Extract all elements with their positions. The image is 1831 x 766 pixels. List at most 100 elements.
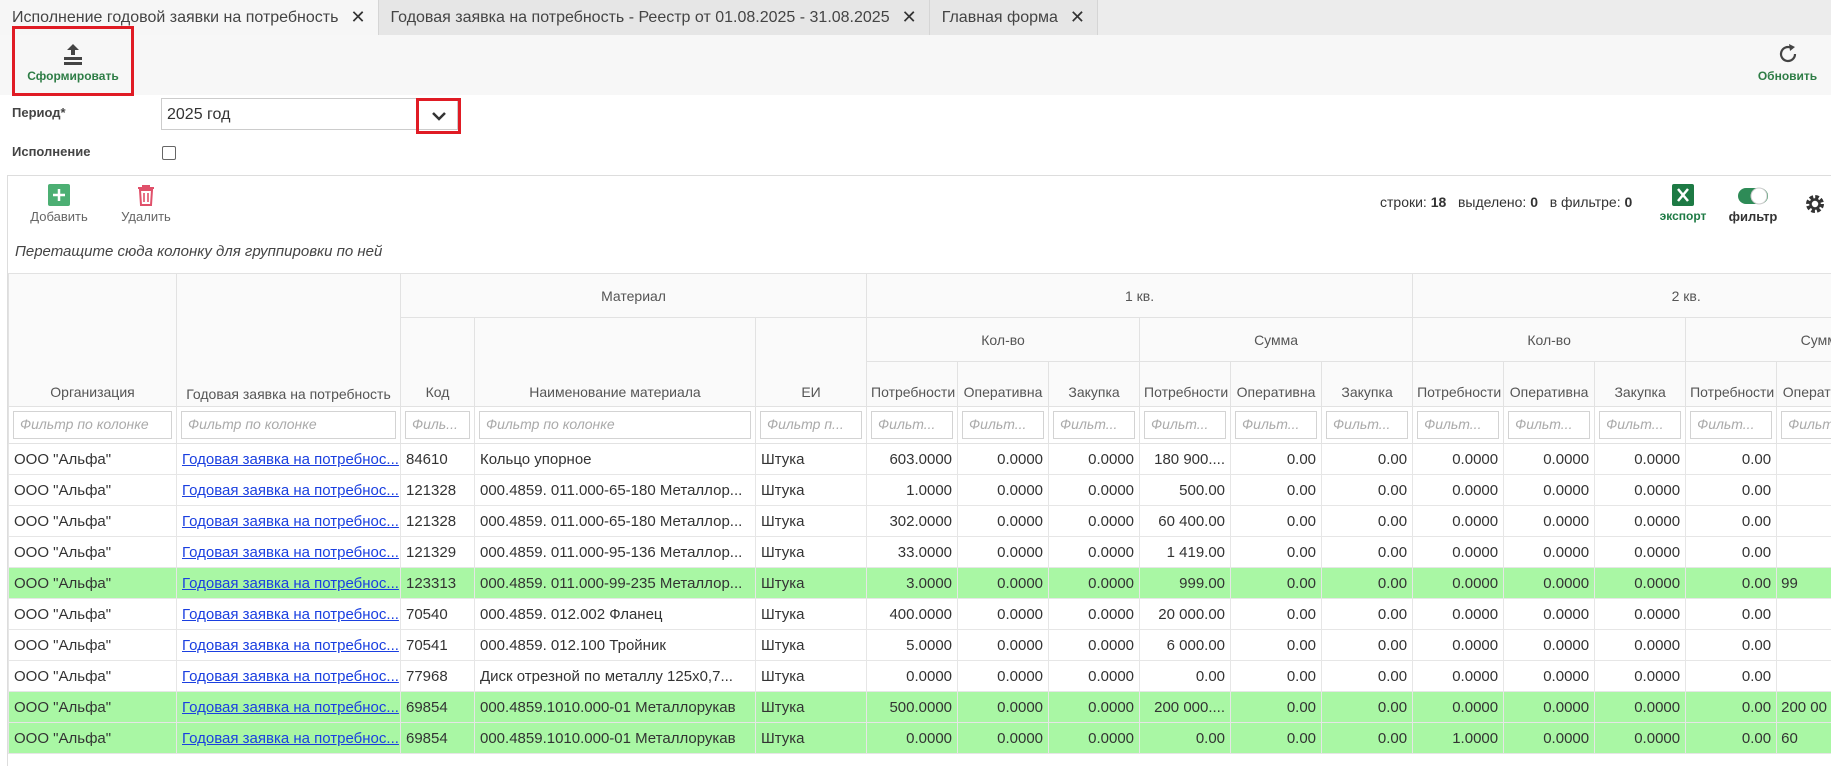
request-link[interactable]: Годовая заявка на потребнос... [182,668,399,685]
table-cell: Штука [756,506,867,537]
column-filter[interactable]: Фильт... [1326,411,1408,439]
column-filter[interactable]: Фильт... [1144,411,1226,439]
table-cell: 1.0000 [1413,723,1504,754]
table-cell: 0.0000 [1595,537,1686,568]
column-filter[interactable]: Фильт... [1599,411,1681,439]
table-cell: 0.0000 [1504,537,1595,568]
table-cell: 0.0000 [1595,723,1686,754]
tab[interactable]: Годовая заявка на потребность - Реестр о… [379,0,930,35]
column-filter[interactable]: Фильт... [871,411,953,439]
request-link[interactable]: Годовая заявка на потребнос... [182,575,399,592]
table-cell: 0.0000 [1413,692,1504,723]
column-filter[interactable]: Фильт... [1417,411,1499,439]
table-cell: 0.0000 [1413,537,1504,568]
table-row[interactable]: ООО "Альфа"Годовая заявка на потребнос..… [9,692,1831,723]
table-cell [1777,630,1831,661]
request-link[interactable]: Годовая заявка на потребнос... [182,482,399,499]
column-filter[interactable]: Фильтр п... [760,411,862,439]
table-cell: Штука [756,444,867,475]
table-cell: 0.0000 [1413,506,1504,537]
table-cell: 60 [1777,723,1831,754]
checkbox[interactable] [162,146,176,160]
table-cell: 0.0000 [958,599,1049,630]
refresh-button[interactable]: Обновить [1750,42,1825,83]
column-filter[interactable]: Фильт... [1235,411,1317,439]
column-filter[interactable]: Фильтр по колонке [479,411,751,439]
stat-value: 0 [1625,194,1633,210]
table-cell: 0.00 [1686,723,1777,754]
column-filter[interactable]: Фильтр по колонке [13,411,172,439]
table-row[interactable]: ООО "Альфа" Годовая заявка на потребнос..… [9,506,1831,537]
table-cell: 0.0000 [1049,661,1140,692]
request-link[interactable]: Годовая заявка на потребнос... [182,730,399,747]
table-cell: 0.00 [1140,661,1231,692]
request-link[interactable]: Годовая заявка на потребнос... [182,513,399,530]
table-cell: 500.0000 [867,692,958,723]
table-cell: 69854 [401,692,475,723]
request-link[interactable]: Годовая заявка на потребнос... [182,637,399,654]
button-label: Сформировать [15,69,131,83]
column-filter[interactable]: Филь... [405,411,470,439]
column-filter[interactable]: Фильт... [1690,411,1772,439]
column-filter[interactable]: Фильт... [1053,411,1135,439]
table-cell [1777,506,1831,537]
column-header: Потребности [1413,362,1504,407]
table-cell: 000.4859.1010.000-01 Металлорукав [475,692,756,723]
column-header: Фильт... [1504,407,1595,444]
dropdown-button[interactable] [416,98,461,134]
table-cell: 0.00 [1322,599,1413,630]
table-cell: 0.0000 [1049,692,1140,723]
close-icon[interactable]: ✕ [1070,7,1085,28]
table-row[interactable]: ООО "Альфа"Годовая заявка на потребнос..… [9,444,1831,475]
table-row[interactable]: ООО "Альфа" Годовая заявка на потребнос..… [9,537,1831,568]
column-header: Оперативна [1504,362,1595,407]
button-label: Добавить [26,209,92,224]
request-link[interactable]: Годовая заявка на потребнос... [182,606,399,623]
table-cell: 0.0000 [1595,630,1686,661]
table-cell: 0.00 [1686,506,1777,537]
add-button[interactable]: Добавить [26,184,92,224]
column-filter[interactable]: Фильтр по колонке [181,411,396,439]
period-select[interactable]: 2025 год [161,98,458,130]
export-button[interactable]: экспорт [1653,184,1713,223]
table-cell: ООО "Альфа" [9,568,177,599]
request-link[interactable]: Годовая заявка на потребнос... [182,451,399,468]
table-cell: ООО "Альфа" [9,537,177,568]
table-cell: 0.0000 [1595,661,1686,692]
column-header: Закупка [1322,362,1413,407]
toggle-icon [1737,186,1769,206]
request-link[interactable]: Годовая заявка на потребнос... [182,544,399,561]
table-cell [1777,444,1831,475]
column-header: 2 кв. [1413,274,1831,318]
table-row[interactable]: ООО "Альфа"Годовая заявка на потребнос..… [9,723,1831,754]
table-cell: 0.0000 [1504,475,1595,506]
table-row[interactable]: ООО "Альфа"Годовая заявка на потребнос..… [9,661,1831,692]
table-cell: 0.00 [1231,692,1322,723]
settings-icon[interactable] [1803,192,1827,216]
request-link[interactable]: Годовая заявка на потребнос... [182,699,399,716]
column-filter[interactable]: Фильт... [1781,411,1831,439]
table-row[interactable]: ООО "Альфа" Годовая заявка на потребнос..… [9,568,1831,599]
delete-button[interactable]: Удалить [113,184,179,224]
table-cell: 0.0000 [1413,599,1504,630]
table-row[interactable]: ООО "Альфа"Годовая заявка на потребнос..… [9,630,1831,661]
table-cell: Штука [756,661,867,692]
filter-toggle[interactable]: фильтр [1723,186,1783,224]
table-cell: Диск отрезной по металлу 125х0,7... [475,661,756,692]
table-cell: 0.0000 [867,661,958,692]
column-header: Материал [401,274,867,318]
table-row[interactable]: ООО "Альфа"Годовая заявка на потребнос..… [9,475,1831,506]
column-filter[interactable]: Фильт... [962,411,1044,439]
tab[interactable]: Главная форма✕ [930,0,1098,35]
close-icon[interactable]: ✕ [350,7,365,28]
table-cell: 0.0000 [1049,537,1140,568]
table-cell: ООО "Альфа" [9,506,177,537]
close-icon[interactable]: ✕ [902,7,917,28]
table-cell: Годовая заявка на потребнос... [177,506,401,537]
table-cell: 0.00 [1231,475,1322,506]
generate-button[interactable]: Сформировать [15,42,131,83]
table-row[interactable]: ООО "Альфа"Годовая заявка на потребнос..… [9,599,1831,630]
column-filter[interactable]: Фильт... [1508,411,1590,439]
